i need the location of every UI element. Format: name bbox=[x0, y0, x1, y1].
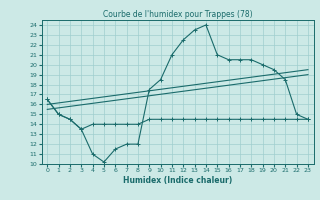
X-axis label: Humidex (Indice chaleur): Humidex (Indice chaleur) bbox=[123, 176, 232, 185]
Title: Courbe de l'humidex pour Trappes (78): Courbe de l'humidex pour Trappes (78) bbox=[103, 10, 252, 19]
